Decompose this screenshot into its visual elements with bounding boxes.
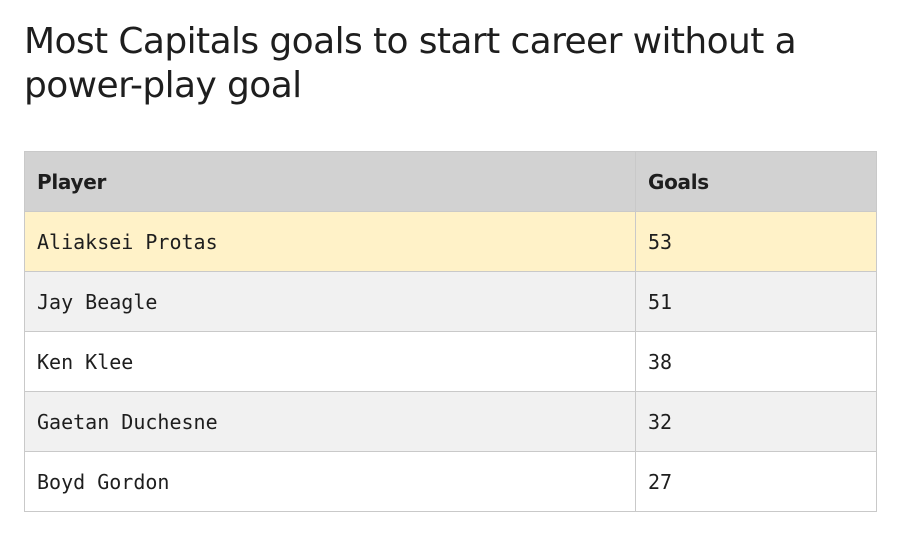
table-row: Gaetan Duchesne 32	[24, 391, 877, 452]
table-row: Ken Klee 38	[24, 331, 877, 392]
table-row: Aliaksei Protas 53	[24, 211, 877, 272]
table-body: Aliaksei Protas 53 Jay Beagle 51 Ken Klee 38 G…	[24, 211, 877, 512]
goals-cell: 32	[635, 391, 877, 452]
table-row: Jay Beagle 51	[24, 271, 877, 332]
goals-cell: 53	[635, 211, 877, 272]
goals-cell: 27	[635, 451, 877, 512]
column-header-player: Player	[24, 151, 636, 212]
column-header-goals: Goals	[635, 151, 877, 212]
goals-table: Player Goals Aliaksei Protas 53 Jay Beagle…	[24, 151, 877, 512]
player-name-cell: Boyd Gordon	[24, 451, 636, 512]
player-name-cell: Aliaksei Protas	[24, 211, 636, 272]
table-row: Boyd Gordon 27	[24, 451, 877, 512]
page-title: Most Capitals goals to start career with…	[24, 21, 797, 106]
goals-cell: 38	[635, 331, 877, 392]
player-name-cell: Gaetan Duchesne	[24, 391, 636, 452]
goals-cell: 51	[635, 271, 877, 332]
table-header-row: Player Goals	[24, 151, 877, 212]
player-name-cell: Jay Beagle	[24, 271, 636, 332]
player-name-cell: Ken Klee	[24, 331, 636, 392]
